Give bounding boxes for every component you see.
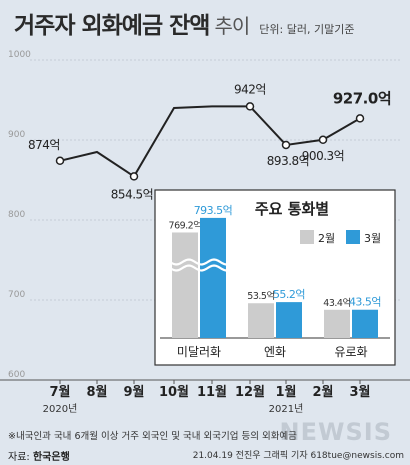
legend-swatch-mar [346,230,360,244]
x-tick-label: 3월 [349,384,370,400]
y-tick-label: 800 [8,210,25,220]
legend-swatch-feb [300,230,314,244]
data-label: 854.5억 [111,187,153,201]
inset-title: 주요 통화별 [255,200,329,218]
footnote: ※내국인과 국내 6개월 이상 거주 외국인 및 국내 외국기업 등의 외화예금 [8,431,297,442]
data-point [281,140,291,150]
x-tick-label: 8월 [86,384,107,400]
y-tick-label: 600 [8,370,25,380]
data-point [245,102,255,111]
data-label: 942억 [234,82,266,96]
legend-label-mar: 3월 [364,232,381,245]
bar-label: 43.5억 [349,296,381,309]
bar [352,309,378,338]
title-row: 거주자 외화예금 잔액 추이 단위: 달러, 기말기준 [14,6,404,46]
x-tick-label: 9월 [123,384,144,400]
axis-break-mark [169,258,229,266]
data-label: 927.0억 [333,89,391,107]
category-label: 미달러화 [177,345,221,359]
series-line [59,105,361,178]
chart-title: 거주자 외화예금 잔액 [14,13,210,39]
data-point [318,135,328,145]
year-label: 2020년 [43,403,78,415]
x-tick-label: 1월 [275,384,296,400]
source: 자료: 한국은행 [8,448,70,463]
watermark-logo: NEWSIS [279,418,392,446]
source-label: 자료: [8,452,30,463]
credit: 21.04.19 전진우 그래픽 기자 618tue@newsis.com [192,451,404,461]
y-tick-label: 900 [8,130,25,140]
bar-label: 53.5억 [247,290,274,302]
legend-label-feb: 2월 [318,232,335,245]
bar-label: 769.2억 [169,219,202,231]
category-label: 유로화 [334,345,367,359]
unit-label: 단위: 달러, 기말기준 [259,23,355,36]
data-point [355,114,365,123]
x-tick-label: 12월 [235,384,265,400]
x-tick-label: 11월 [197,384,227,400]
bar [248,303,274,338]
bar-label: 793.5억 [194,204,233,217]
bar [324,309,350,338]
y-tick-label: 700 [8,290,25,300]
data-label: 893.8억 [267,154,309,168]
x-tick-label: 10월 [159,384,189,400]
category-label: 엔화 [264,345,286,359]
x-tick-label: 2월 [312,384,333,400]
x-tick-label: 7월 [49,384,70,400]
source-name: 한국은행 [32,452,70,463]
data-point [129,172,139,181]
year-label: 2021년 [269,403,304,415]
bar-label: 43.4억 [323,297,350,309]
bar [276,302,302,338]
data-label: 900.3억 [302,149,344,163]
y-tick-label: 1000 [8,50,31,60]
data-point [55,156,65,166]
bar [172,232,198,338]
bar [200,217,226,338]
footer [0,418,410,465]
bar-label: 55.2억 [273,288,305,301]
main-chart: 600 700 800 900 1000 7월 8월 9월 10월 11월 12월 1월 2월 3월 202… [0,50,410,415]
axis-break-mark [169,264,229,272]
chart-title-sub: 추이 [214,14,250,38]
data-label: 874억 [28,138,60,152]
